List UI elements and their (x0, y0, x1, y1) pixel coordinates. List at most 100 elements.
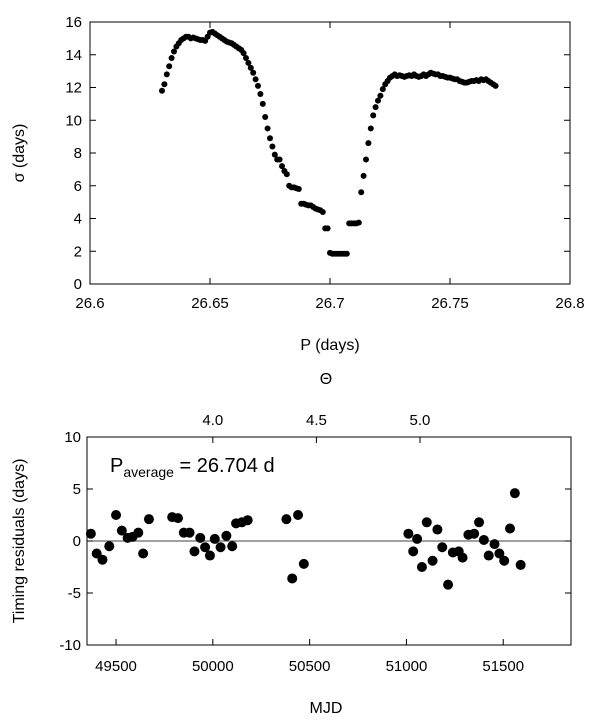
data-point (365, 140, 372, 147)
bottom-y-axis-title: Timing residuals (days) (11, 459, 28, 624)
data-point (97, 554, 108, 565)
bottom-top-ticks: 4.0 4.5 5.0 (202, 412, 430, 443)
data-point (505, 523, 516, 534)
x-tick-label: 50000 (192, 658, 234, 675)
data-point (492, 82, 499, 89)
y-tick-label: 16 (65, 14, 82, 31)
y-tick-label: 12 (65, 80, 82, 97)
data-point (298, 558, 309, 569)
data-point (355, 219, 362, 226)
data-point (159, 87, 165, 94)
data-point (161, 81, 168, 88)
top-x-axis-title: P (days) (300, 337, 359, 354)
x-tick-label: 26.65 (191, 295, 229, 312)
y-tick-label: 0 (73, 533, 81, 550)
data-point (443, 579, 454, 590)
data-point (163, 71, 170, 78)
data-point (283, 171, 290, 178)
annotation-base: P (110, 455, 123, 477)
data-point (267, 135, 273, 142)
y-tick-label: 5 (73, 481, 81, 498)
data-point (457, 552, 468, 563)
data-point (474, 517, 485, 528)
data-point (276, 156, 283, 163)
data-point (319, 208, 326, 215)
average-period-annotation: Paverage = 26.704 d (110, 455, 275, 480)
data-point (363, 156, 369, 163)
top-plot-frame (89, 21, 571, 285)
data-point (377, 92, 384, 99)
top-tick-label: 5.0 (410, 412, 431, 429)
annotation-subscript: average (123, 464, 174, 480)
data-point (168, 55, 175, 62)
bottom-y-ticks: -10 -5 0 5 10 (59, 429, 571, 654)
y-tick-label: -10 (59, 637, 81, 654)
x-tick-label: 51500 (482, 658, 524, 675)
annotation-value: = 26.704 d (174, 455, 275, 477)
data-point (478, 534, 489, 545)
bottom-x-axis-title: MJD (310, 700, 343, 717)
top-y-ticks: 0 2 4 6 8 10 12 14 16 (65, 14, 570, 293)
y-tick-label: 6 (74, 178, 82, 195)
y-tick-label: 2 (74, 243, 82, 260)
data-point (264, 125, 271, 132)
x-tick-label: 26.75 (431, 295, 469, 312)
data-point (133, 527, 144, 538)
x-tick-label: 50500 (289, 658, 331, 675)
data-point (375, 97, 381, 104)
data-point (111, 510, 122, 520)
data-point (255, 82, 261, 89)
x-tick-label: 26.7 (315, 295, 344, 312)
data-point (195, 532, 206, 543)
data-point (221, 530, 232, 541)
data-point (243, 55, 249, 62)
data-point (269, 143, 276, 150)
x-tick-label: 26.6 (75, 295, 104, 312)
data-point (259, 100, 266, 107)
data-point (252, 76, 259, 83)
data-point (494, 548, 505, 559)
data-point (166, 63, 173, 70)
data-point (379, 86, 386, 93)
x-tick-label: 49500 (95, 658, 137, 675)
top-tick-label: 4.5 (306, 412, 327, 429)
data-point (209, 533, 220, 544)
data-point (227, 541, 238, 552)
data-point (171, 48, 177, 55)
data-point (367, 125, 374, 132)
data-point (104, 541, 115, 552)
data-point (358, 189, 365, 196)
data-point (184, 527, 195, 538)
data-point (287, 573, 298, 584)
data-point (372, 104, 379, 111)
data-point (250, 69, 257, 76)
data-point (116, 525, 127, 536)
x-tick-label: 51000 (386, 658, 428, 675)
data-point (489, 539, 500, 550)
data-point (437, 542, 448, 553)
y-tick-label: 8 (74, 145, 82, 162)
data-point (427, 555, 438, 566)
data-point (483, 550, 494, 561)
data-point (143, 514, 154, 525)
data-point (242, 515, 253, 526)
data-point (295, 186, 302, 193)
data-point (416, 562, 427, 572)
y-tick-label: 4 (74, 211, 82, 228)
data-point (172, 513, 183, 524)
data-point (85, 528, 96, 539)
top-x-ticks: 26.6 26.65 26.7 26.75 26.8 (75, 22, 585, 312)
data-point (271, 151, 278, 158)
bottom-data-points (85, 488, 526, 590)
top-data-points (159, 28, 499, 257)
data-point (499, 555, 510, 566)
data-point (509, 488, 520, 499)
data-point (469, 528, 480, 539)
data-point (257, 91, 264, 98)
data-point (281, 514, 292, 525)
data-point (343, 250, 350, 257)
y-tick-label: -5 (68, 585, 81, 602)
x-tick-label: 26.8 (555, 295, 584, 312)
